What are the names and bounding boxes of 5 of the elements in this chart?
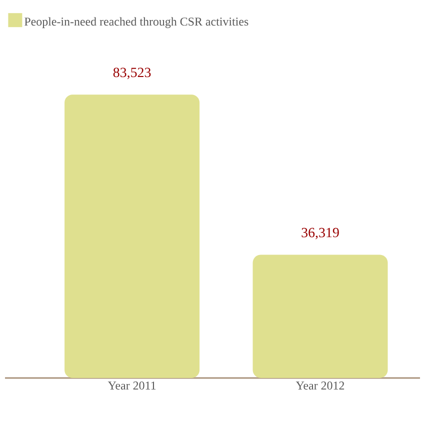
legend-label: People-in-need reached through CSR activities (24, 17, 248, 28)
data-label: 36,319 (302, 228, 339, 240)
x-tick-label: Year 2011 (108, 382, 156, 390)
x-tick-label: Year 2012 (296, 382, 344, 390)
data-label: 83,523 (113, 68, 151, 80)
